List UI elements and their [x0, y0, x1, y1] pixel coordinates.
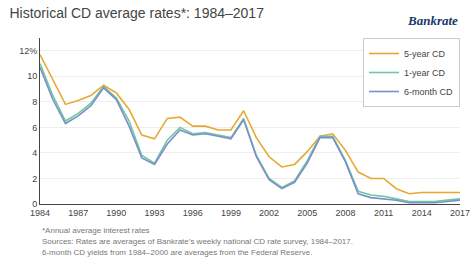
svg-text:Historical CD average rates*:: Historical CD average rates*: 1984–2017 [9, 5, 264, 21]
svg-text:1999: 1999 [221, 208, 241, 218]
svg-text:6: 6 [32, 123, 37, 133]
svg-text:Bankrate: Bankrate [407, 13, 458, 28]
svg-text:8: 8 [32, 97, 37, 107]
svg-text:2: 2 [32, 174, 37, 184]
svg-text:Sources: Rates are averages of: Sources: Rates are averages of Bankrate’… [42, 237, 353, 246]
svg-text:4: 4 [32, 148, 37, 158]
svg-text:0: 0 [32, 199, 37, 209]
svg-text:1990: 1990 [106, 208, 126, 218]
svg-text:1987: 1987 [68, 208, 88, 218]
svg-text:1984: 1984 [30, 208, 50, 218]
svg-text:10: 10 [27, 71, 37, 81]
svg-text:2014: 2014 [412, 208, 432, 218]
svg-text:2002: 2002 [259, 208, 279, 218]
svg-text:1-year CD: 1-year CD [404, 68, 446, 78]
svg-text:5-year CD: 5-year CD [404, 49, 446, 59]
svg-text:2005: 2005 [297, 208, 317, 218]
svg-text:2017: 2017 [450, 208, 470, 218]
svg-text:1993: 1993 [145, 208, 165, 218]
svg-text:6-month CD yields from 1984–20: 6-month CD yields from 1984–2000 are ave… [42, 248, 312, 257]
svg-text:1996: 1996 [183, 208, 203, 218]
svg-text:*Annual average interest rates: *Annual average interest rates [42, 226, 150, 235]
svg-text:2011: 2011 [374, 208, 393, 218]
svg-text:6-month CD: 6-month CD [404, 87, 453, 97]
svg-text:12%: 12% [19, 46, 37, 56]
svg-text:2008: 2008 [335, 208, 355, 218]
